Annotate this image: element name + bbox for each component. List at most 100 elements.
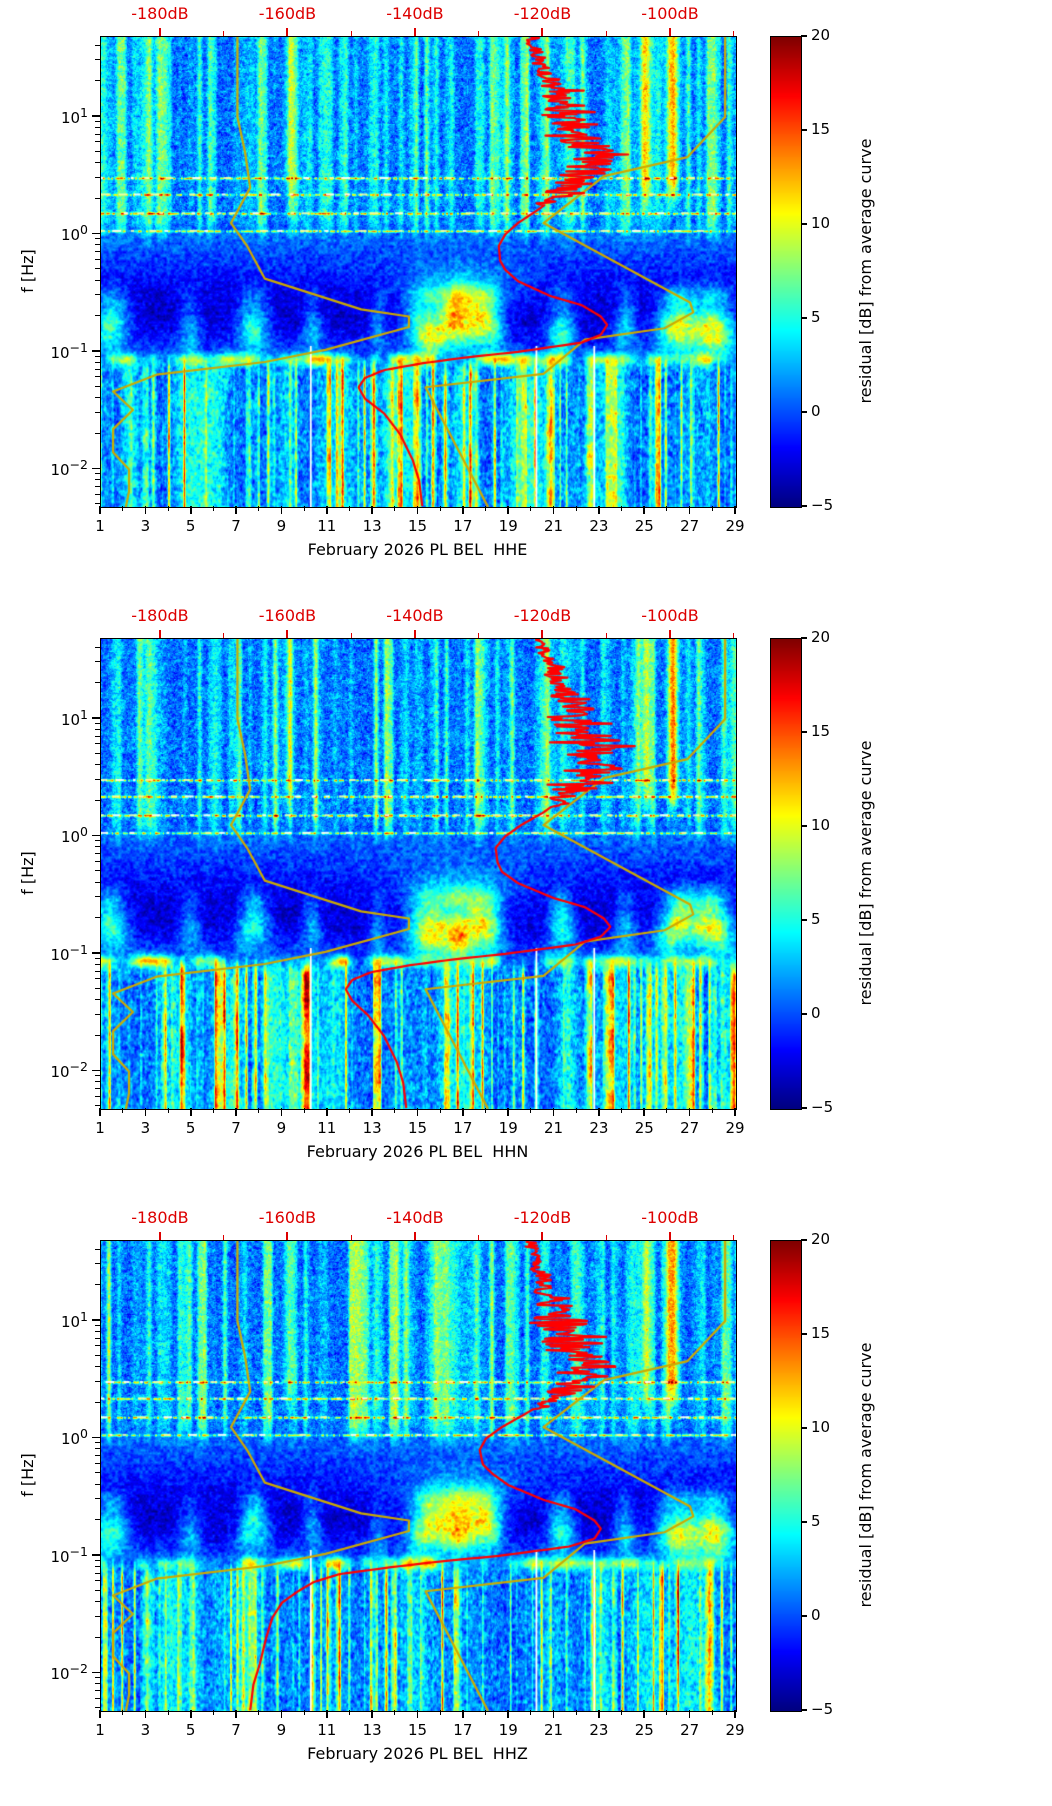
x-axis-title: February 2026 PL BEL HHZ [307,1744,528,1763]
colorbar-tick-label: 10 [811,816,831,834]
psd-noise-model-curves-canvas [101,37,736,507]
x-axis-tick-label: 21 [544,517,564,535]
top-axis-tick-label: -120dB [513,1208,572,1227]
y-axis-label: f [Hz] [18,1453,37,1497]
y-axis-label: f [Hz] [18,249,37,293]
x-axis-tick-label: 3 [140,1119,151,1137]
colorbar-gradient-canvas [771,639,801,1109]
x-axis-tick-label: 5 [185,517,196,535]
x-axis-tick-label: 29 [725,517,745,535]
top-axis-tick-label: -100dB [641,4,699,23]
x-axis-tick-label: 29 [725,1119,745,1137]
x-axis-tick-label: 15 [407,1119,428,1137]
top-axis-tick-label: -180dB [131,1208,189,1227]
y-axis-tick-label: 10−1 [50,339,88,362]
y-axis-tick-label: 100 [60,222,88,245]
y-axis-tick-label: 101 [60,706,88,729]
x-axis-tick-label: 21 [544,1721,564,1739]
colorbar-tick-label: −5 [811,1700,834,1718]
colorbar-tick-label: 20 [811,26,831,44]
x-axis-tick-label: 1 [95,1119,105,1137]
top-axis-tick-label: -120dB [513,606,572,625]
top-axis-tick-label: -160dB [258,1208,317,1227]
y-axis-tick-label: 101 [60,104,88,127]
x-axis-tick-label: 1 [95,1721,105,1739]
y-axis-tick-label: 101 [60,1308,88,1331]
y-axis-tick-label: 10−2 [50,457,88,480]
top-axis-tick-label: -160dB [258,4,317,23]
x-axis-title: February 2026 PL BEL HHE [307,540,528,559]
y-axis-tick [92,467,100,470]
colorbar-gradient-canvas [771,1241,801,1711]
y-axis-tick [92,1319,100,1321]
top-axis-tick [541,28,544,36]
colorbar-tick-label: 20 [811,628,831,646]
top-axis-tick [668,1232,671,1240]
x-axis-tick-label: 25 [634,1721,654,1739]
colorbar-tick-label: −5 [811,496,834,514]
y-axis-tick [92,1671,100,1674]
x-axis-tick-label: 3 [140,1721,151,1739]
x-axis-title: February 2026 PL BEL HHN [306,1142,529,1161]
x-axis-tick-label: 17 [453,517,473,535]
x-axis-tick-label: 11 [317,1119,337,1137]
top-axis-tick [668,28,671,36]
x-axis-tick-label: 19 [498,517,518,535]
top-axis-tick [541,630,544,638]
colorbar-tick-label: 0 [811,1004,821,1022]
y-axis-tick [92,1436,100,1439]
y-axis-tick [92,717,100,719]
x-axis-tick-label: 5 [185,1119,196,1137]
x-axis-tick-label: 13 [362,1119,382,1137]
top-axis-tick [413,630,416,638]
panel-hhz: f [Hz] -180dB -160dB -140dB -120dB -100dB 1 3… [0,1204,1052,1806]
x-axis-tick-label: 17 [453,1721,473,1739]
x-axis-tick-label: 1 [95,517,105,535]
colorbar-tick-label: 15 [811,1324,831,1342]
colorbar-tick-label: 15 [811,120,831,138]
top-axis-tick [413,28,416,36]
top-axis-tick [286,630,289,638]
top-axis-tick [158,630,161,638]
y-axis-tick [92,232,100,235]
x-axis-tick-label: 25 [634,1119,654,1137]
colorbar-tick-label: −5 [811,1098,834,1116]
top-axis-tick-label: -140dB [386,606,444,625]
x-axis-tick-label: 27 [680,517,700,535]
colorbar-tick-label: 5 [811,308,821,326]
colorbar-tick-label: 0 [811,402,821,420]
top-axis-tick [158,28,161,36]
y-axis-tick-label: 10−1 [50,1543,88,1566]
x-axis-tick-label: 25 [634,517,654,535]
x-axis-tick-label: 27 [680,1721,700,1739]
x-axis-tick-label: 19 [498,1721,518,1739]
colorbar-gradient-canvas [771,37,801,507]
colorbar-tick-label: 0 [811,1606,821,1624]
colorbar-label: residual [dB] from average curve [856,740,875,1006]
top-axis-tick-label: -180dB [131,606,189,625]
top-axis-tick [541,1232,544,1240]
colorbar-tick-label: 5 [811,910,821,928]
x-axis-tick-label: 15 [407,1721,428,1739]
colorbar-tick-label: 5 [811,1512,821,1530]
top-axis-tick-label: -120dB [513,4,572,23]
top-axis-tick-label: -100dB [641,1208,699,1227]
x-axis-tick-label: 27 [680,1119,700,1137]
x-axis-tick-label: 11 [317,1721,337,1739]
y-axis-tick-label: 100 [60,824,88,847]
y-axis-tick-label: 10−1 [50,941,88,964]
colorbar-tick-label: 20 [811,1230,831,1248]
x-axis-tick-label: 7 [231,1721,241,1739]
colorbar-hhe [770,36,802,508]
y-axis-tick [92,1554,100,1556]
top-axis-tick [158,1232,161,1240]
x-axis-tick-label: 15 [407,517,428,535]
top-axis-tick-label: -140dB [386,1208,444,1227]
y-axis-tick [92,1069,100,1072]
x-axis-tick-label: 9 [276,1721,287,1739]
x-axis-tick-label: 13 [362,517,382,535]
x-axis-tick-label: 23 [589,517,609,535]
spectrogram-plot-hhe [100,36,737,508]
